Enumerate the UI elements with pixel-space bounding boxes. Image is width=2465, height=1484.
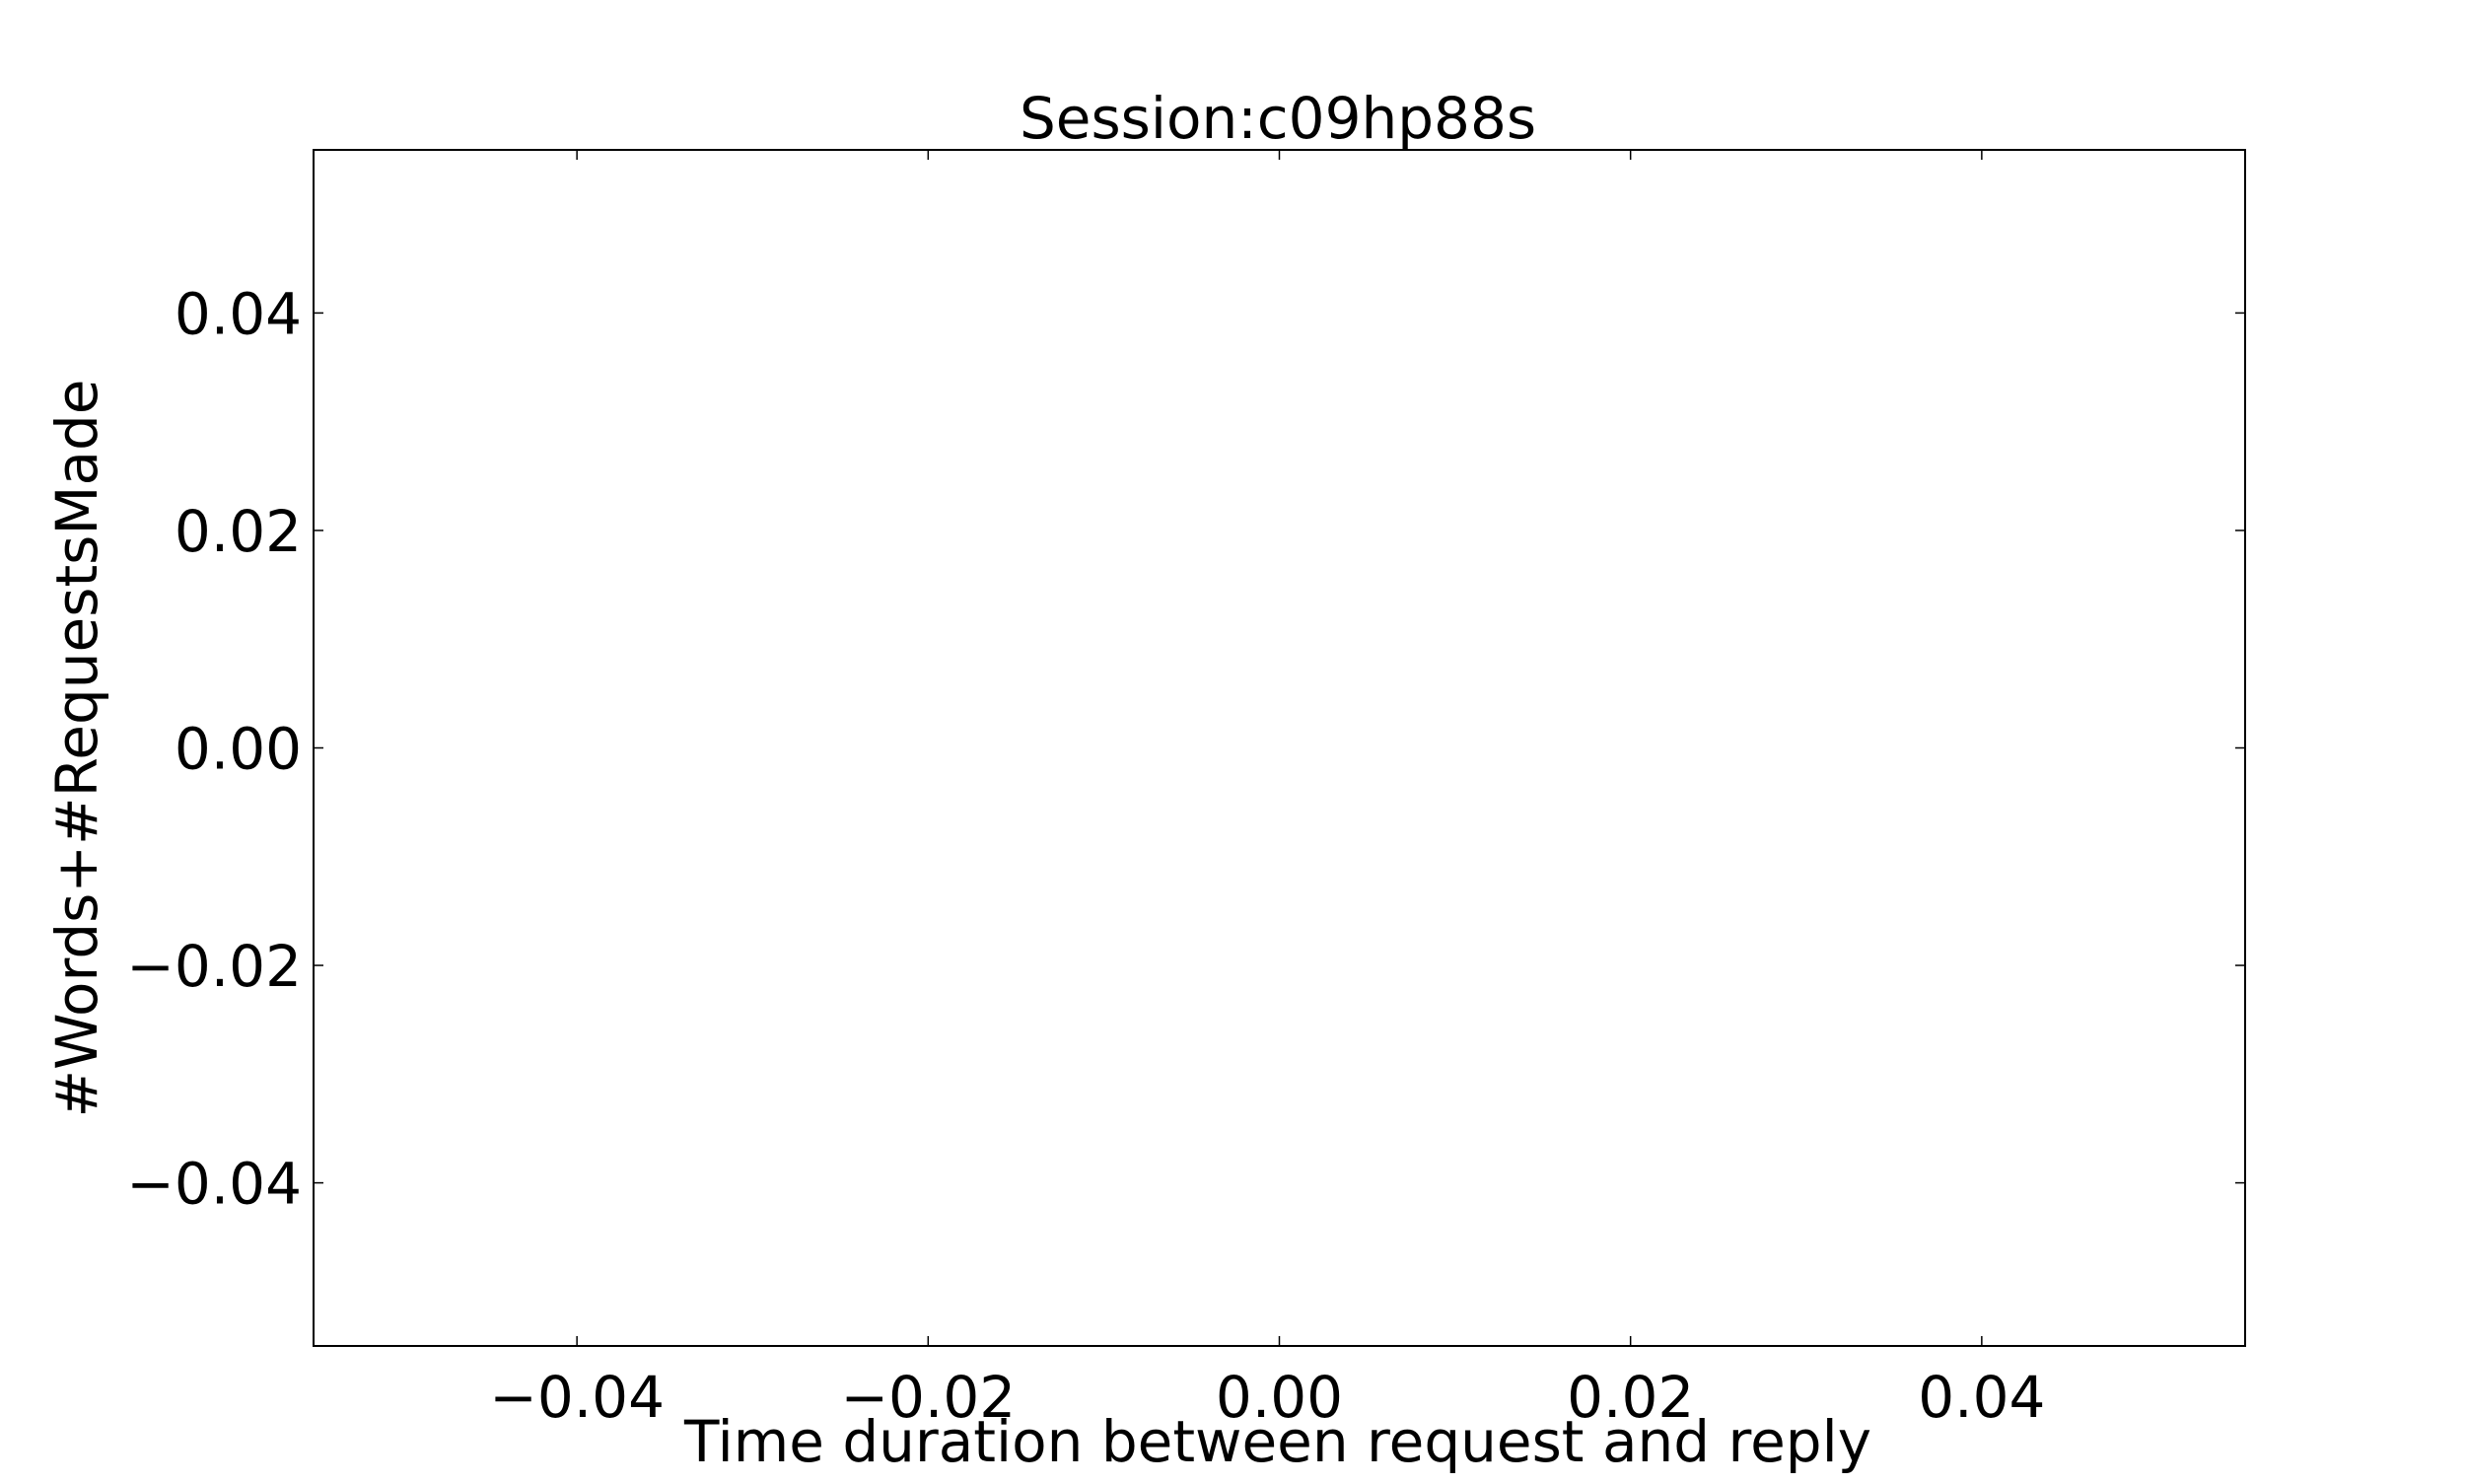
y-tick-label: 0.02: [175, 498, 302, 565]
y-tick-label: −0.04: [126, 1151, 302, 1218]
y-tick-label: 0.00: [175, 716, 302, 783]
x-tick-label: −0.02: [840, 1364, 1016, 1431]
y-axis-label: #Words+#RequestsMade: [43, 380, 110, 1118]
y-tick-label: 0.04: [175, 280, 302, 347]
x-tick-label: 0.02: [1567, 1364, 1694, 1431]
x-axis-ticks: −0.04 −0.02 0.00 0.02 0.04: [489, 150, 2045, 1431]
x-axis-label: Time duration between request and reply: [683, 1408, 1871, 1475]
chart-title: Session:c09hp88s: [1020, 85, 1536, 152]
y-tick-label: −0.02: [126, 933, 302, 1000]
x-tick-label: −0.04: [489, 1364, 665, 1431]
x-tick-label: 0.00: [1216, 1364, 1343, 1431]
y-axis-ticks: −0.04 −0.02 0.00 0.02 0.04: [126, 280, 2245, 1218]
x-tick-label: 0.04: [1918, 1364, 2045, 1431]
